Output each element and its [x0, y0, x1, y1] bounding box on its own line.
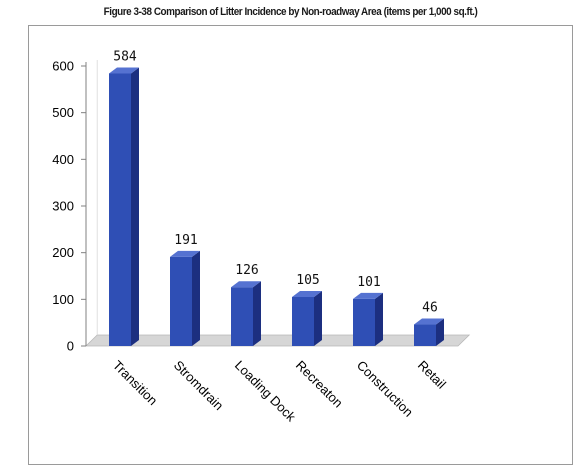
- bar-front: [231, 287, 253, 346]
- y-tick-label: 400: [52, 152, 74, 167]
- data-label: 584: [113, 49, 137, 64]
- data-label: 46: [422, 301, 438, 316]
- figure-title: Figure 3-38 Comparison of Litter Inciden…: [103, 6, 478, 18]
- bar-top: [231, 281, 261, 288]
- category-label: Recreaton: [293, 358, 346, 411]
- bar-top: [292, 291, 322, 297]
- bar-front: [109, 73, 131, 346]
- bar-front: [292, 297, 314, 346]
- category-label: Retail: [415, 358, 449, 392]
- bar-stromdrain: [170, 250, 200, 346]
- bar-front: [353, 298, 375, 346]
- y-tick-label: 600: [52, 59, 74, 74]
- category-label: Loading Dock: [232, 358, 299, 425]
- bar-construction: [353, 292, 383, 346]
- bars-layer: [109, 67, 444, 346]
- y-tick-label: 300: [52, 199, 74, 214]
- bar-loading-dock: [231, 281, 261, 346]
- data-label: 105: [296, 273, 319, 288]
- bar-side: [375, 292, 383, 346]
- bar-side: [436, 318, 444, 346]
- chart-floor: [85, 334, 471, 347]
- category-label: Transition: [110, 358, 161, 409]
- bar-front: [414, 324, 436, 346]
- bar-top: [353, 292, 383, 299]
- data-label: 126: [235, 263, 258, 278]
- bar-front: [170, 256, 192, 346]
- y-tick-label: 100: [52, 292, 74, 307]
- data-label: 191: [174, 233, 197, 248]
- bar-top: [414, 318, 444, 325]
- bar-side: [131, 67, 139, 346]
- y-tick-label: 0: [67, 339, 74, 354]
- bar-recreaton: [292, 291, 322, 346]
- data-label: 101: [357, 275, 380, 290]
- bar-side: [253, 281, 261, 346]
- bar-retail: [414, 318, 444, 346]
- labels-layer: 584 Transition 191 Stromdrain 126 Loading Doc…: [110, 49, 449, 424]
- bar-top: [170, 250, 200, 257]
- category-label: Stromdrain: [171, 358, 227, 414]
- bar-side: [314, 291, 322, 346]
- bar-top: [109, 67, 139, 74]
- category-label: Construction: [354, 358, 416, 420]
- y-tick-label: 500: [52, 105, 74, 120]
- y-tick-label: 200: [52, 245, 74, 260]
- bar-side: [192, 250, 200, 346]
- bar-transition: [109, 67, 139, 346]
